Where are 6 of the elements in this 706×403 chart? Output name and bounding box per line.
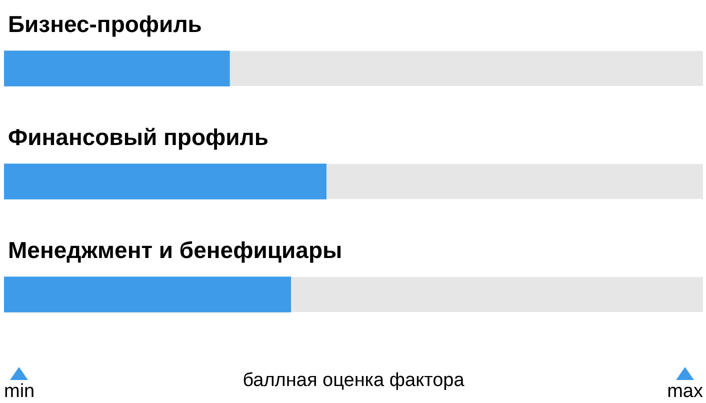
x-axis-title: баллная оценка фактора <box>242 370 465 392</box>
y-tick-label: Финансовый профиль <box>8 124 269 150</box>
text: max <box>667 381 704 402</box>
y-tick-label: Бизнес-профиль <box>8 11 202 37</box>
y-tick-label: Менеджмент и бенефициары <box>8 237 342 263</box>
text: min <box>4 381 35 402</box>
